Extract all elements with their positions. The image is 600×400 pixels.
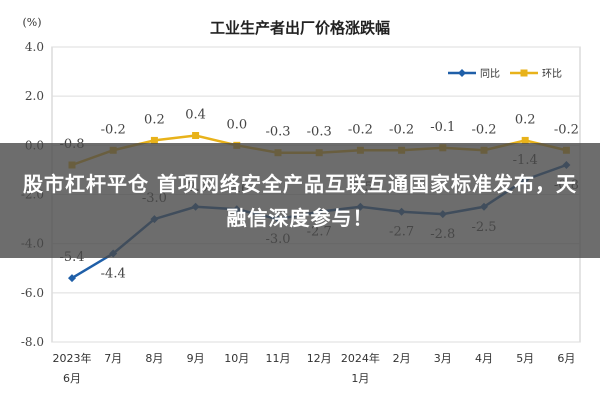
y-tick-label: -6.0 xyxy=(21,286,44,300)
x-tick-label: 10月 xyxy=(224,352,249,365)
data-point xyxy=(521,136,529,144)
data-label: -0.2 xyxy=(101,122,126,137)
x-tick-label: 2月 xyxy=(393,352,411,365)
x-tick-label: 8月 xyxy=(145,352,163,365)
x-tick-label: 6月 xyxy=(557,352,575,365)
data-label: -0.3 xyxy=(307,125,332,140)
data-label: -0.2 xyxy=(348,122,373,137)
x-tick-label: 1月 xyxy=(351,372,369,385)
data-label: 0.2 xyxy=(515,112,536,127)
headline-text[interactable]: 股市杠杆平仓 首项网络安全产品互联互通国家标准发布，天融信深度参与！ xyxy=(23,171,577,230)
data-label: -0.3 xyxy=(265,125,290,140)
x-tick-label: 12月 xyxy=(307,352,332,365)
data-label: -0.2 xyxy=(471,122,496,137)
legend-label: 同比 xyxy=(480,68,500,80)
x-tick-label: 2024年 xyxy=(341,351,380,365)
x-tick-label: 7月 xyxy=(104,352,122,365)
legend-swatch-marker xyxy=(520,69,528,77)
chart-title: 工业生产者出厂价格涨跌幅 xyxy=(210,19,390,37)
x-tick-label: 3月 xyxy=(434,352,452,365)
data-label: -0.1 xyxy=(430,120,455,135)
legend-swatch-marker xyxy=(458,69,466,77)
data-point xyxy=(68,274,76,283)
data-label: 0.2 xyxy=(144,112,165,127)
data-label: 0.0 xyxy=(226,117,247,132)
x-tick-label: 4月 xyxy=(475,352,493,365)
data-point xyxy=(150,136,158,144)
data-label: -0.2 xyxy=(554,122,579,137)
x-tick-label: 9月 xyxy=(187,352,205,365)
y-tick-label: 4.0 xyxy=(25,40,44,54)
y-unit-label: (%) xyxy=(22,16,41,29)
x-tick-label: 5月 xyxy=(516,352,534,365)
data-label: -0.2 xyxy=(389,122,414,137)
data-label: -4.4 xyxy=(101,267,126,282)
x-tick-label: 2023年 xyxy=(53,351,92,365)
x-tick-label: 11月 xyxy=(266,352,291,365)
y-tick-label: 2.0 xyxy=(25,89,44,103)
headline-banner[interactable]: 股市杠杆平仓 首项网络安全产品互联互通国家标准发布，天融信深度参与！ xyxy=(0,143,600,258)
x-tick-label: 6月 xyxy=(63,372,81,385)
data-label: 0.4 xyxy=(185,108,206,123)
data-point xyxy=(192,132,200,139)
y-tick-label: -8.0 xyxy=(21,335,44,349)
legend-label: 环比 xyxy=(542,68,562,80)
